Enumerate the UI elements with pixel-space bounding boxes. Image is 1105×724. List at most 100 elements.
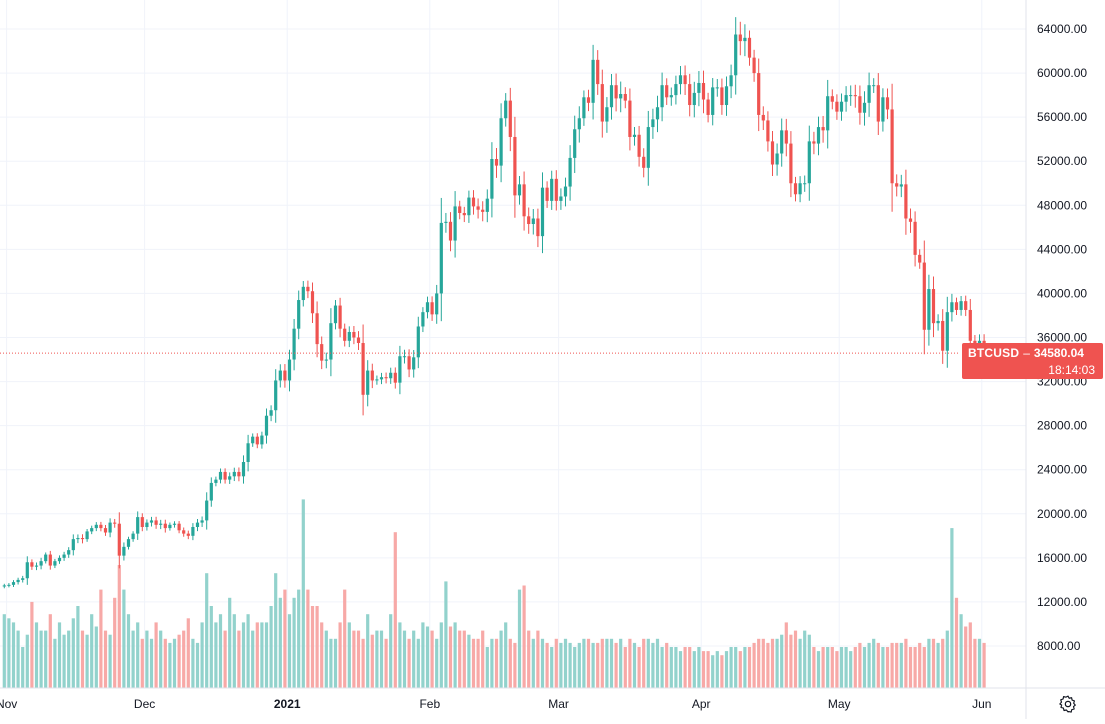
candle-body: [255, 436, 259, 445]
candle-body: [154, 520, 158, 525]
candle-body: [53, 561, 57, 566]
candle-body: [149, 520, 154, 523]
volume-bar: [600, 638, 604, 688]
volume-bar: [71, 618, 75, 688]
volume-bar: [103, 630, 108, 688]
volume-bar: [320, 622, 324, 688]
candle-body: [494, 159, 499, 166]
volume-bar: [573, 647, 577, 688]
candle-body: [605, 107, 609, 122]
volume-bar: [30, 601, 34, 688]
price-tick-label: 24000.00: [1037, 463, 1087, 477]
candle-body: [439, 222, 443, 294]
volume-bar: [706, 651, 710, 688]
volume-bar: [816, 651, 821, 688]
candle-body: [140, 517, 144, 528]
candle-body: [596, 59, 600, 85]
candle-body: [448, 221, 453, 241]
candle-body: [48, 554, 52, 566]
volume-bar: [439, 622, 443, 688]
candle-body: [623, 94, 627, 101]
volume-bar: [99, 589, 103, 688]
candle-body: [600, 84, 604, 122]
candle-body: [76, 538, 80, 540]
candle-body: [131, 533, 135, 540]
candle-body: [890, 109, 894, 184]
candle-body: [784, 130, 788, 144]
volume-bar: [347, 622, 351, 688]
candle-body: [398, 356, 402, 383]
volume-bar: [292, 597, 296, 688]
volume-bar: [407, 638, 411, 688]
volume-bar: [922, 647, 926, 688]
candle-body: [775, 153, 779, 165]
candle-body: [163, 523, 167, 529]
volume-bar: [743, 647, 747, 688]
volume-bar: [255, 622, 259, 688]
volume-bar: [402, 630, 407, 688]
candle-body: [692, 92, 696, 106]
candle-body: [44, 554, 48, 562]
candle-body: [550, 178, 554, 201]
volume-bar: [67, 630, 71, 688]
volume-bar: [784, 622, 788, 688]
candle-body: [421, 312, 425, 327]
volume-bar: [692, 651, 696, 688]
candle-body: [540, 187, 545, 237]
candle-body: [798, 183, 802, 195]
volume-bar: [200, 622, 204, 688]
candle-body: [232, 471, 236, 477]
candle-body: [807, 141, 811, 184]
gear-icon[interactable]: [1058, 694, 1078, 714]
time-axis[interactable]: Nov Dec 2021 Feb Mar Apr May Jun: [0, 697, 991, 711]
volume-bar: [329, 638, 333, 688]
candle-body: [99, 524, 103, 529]
candle-body: [743, 37, 747, 42]
candle-body: [315, 313, 319, 345]
time-tick-label: Jun: [972, 697, 991, 711]
candle-body: [839, 101, 844, 112]
price-tick-label: 8000.00: [1037, 639, 1081, 653]
volume-bar: [485, 647, 489, 688]
volume-bar: [517, 589, 522, 688]
candle-body: [453, 206, 457, 241]
volume-bar: [637, 647, 641, 688]
volume-bar: [209, 606, 213, 688]
volume-bar: [375, 630, 379, 688]
volume-bar: [315, 606, 319, 688]
volume-bar: [246, 614, 250, 688]
volume-bar: [241, 622, 246, 688]
volume-bar: [761, 638, 765, 688]
candle-body: [90, 528, 94, 532]
candle-body: [936, 320, 940, 324]
volume-bar: [306, 589, 310, 688]
volume-bar: [683, 647, 687, 688]
candle-body: [435, 293, 439, 315]
candle-body: [697, 82, 701, 93]
volume-bar: [458, 630, 462, 688]
volume-bar: [379, 630, 384, 688]
price-tick-label: 36000.00: [1037, 331, 1087, 345]
candle-body: [849, 95, 853, 97]
volume-bar: [195, 642, 200, 688]
candle-body: [191, 527, 195, 536]
volume-bar: [159, 630, 163, 688]
volume-bar: [53, 638, 57, 688]
volume-bar: [554, 638, 558, 688]
volume-bar: [361, 638, 365, 688]
volume-bar: [172, 638, 177, 688]
volume-bar: [232, 614, 236, 688]
volume-bar: [21, 647, 25, 688]
volume-bar: [862, 647, 867, 688]
candle-body: [186, 533, 190, 536]
last-price-symbol: BTCUSD: [968, 346, 1020, 360]
candle-body: [126, 539, 131, 547]
volume-bar: [467, 634, 471, 688]
price-tick-label: 16000.00: [1037, 551, 1087, 565]
volume-bar: [531, 638, 535, 688]
volume-bar: [154, 622, 158, 688]
candle-body: [85, 531, 89, 540]
price-axis[interactable]: 64000.00 60000.00 56000.00 52000.00 48000.00…: [1037, 22, 1087, 653]
